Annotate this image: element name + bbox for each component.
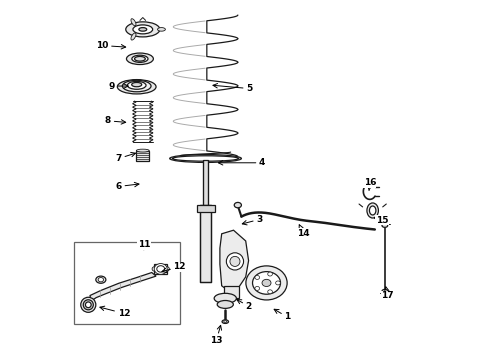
Text: 16: 16 <box>364 178 376 190</box>
Ellipse shape <box>126 53 153 64</box>
Ellipse shape <box>132 55 148 62</box>
Ellipse shape <box>117 80 156 94</box>
Polygon shape <box>220 230 248 291</box>
Ellipse shape <box>382 289 388 293</box>
Text: 12: 12 <box>162 262 186 273</box>
Bar <box>203 160 208 209</box>
Ellipse shape <box>126 22 160 37</box>
Text: 1: 1 <box>274 309 291 321</box>
Ellipse shape <box>98 278 103 282</box>
Ellipse shape <box>139 28 147 31</box>
Bar <box>154 264 167 274</box>
Ellipse shape <box>367 203 378 218</box>
Ellipse shape <box>83 300 93 310</box>
Text: 5: 5 <box>213 84 252 93</box>
Ellipse shape <box>214 293 236 303</box>
Ellipse shape <box>132 82 142 87</box>
Text: 11: 11 <box>138 240 150 249</box>
Polygon shape <box>224 286 239 298</box>
Ellipse shape <box>230 256 240 266</box>
Ellipse shape <box>136 149 149 152</box>
Text: 2: 2 <box>237 300 252 311</box>
Ellipse shape <box>268 272 272 276</box>
Text: 12: 12 <box>100 306 130 318</box>
Text: 14: 14 <box>297 225 309 238</box>
Text: 10: 10 <box>96 41 125 50</box>
Ellipse shape <box>382 224 388 227</box>
Ellipse shape <box>234 202 242 208</box>
Bar <box>136 150 149 161</box>
Text: 4: 4 <box>219 158 266 167</box>
Bar <box>200 205 211 282</box>
Ellipse shape <box>276 281 280 285</box>
Ellipse shape <box>157 28 166 31</box>
Ellipse shape <box>135 57 146 61</box>
Bar <box>74 242 180 324</box>
Ellipse shape <box>122 80 151 92</box>
Text: 6: 6 <box>116 182 139 191</box>
Text: 3: 3 <box>242 215 263 225</box>
Ellipse shape <box>165 267 170 271</box>
Ellipse shape <box>268 290 272 294</box>
Ellipse shape <box>81 297 96 312</box>
Text: 9: 9 <box>108 82 128 91</box>
Ellipse shape <box>224 321 227 323</box>
Polygon shape <box>90 273 156 301</box>
Ellipse shape <box>226 253 244 270</box>
Ellipse shape <box>246 266 287 300</box>
Ellipse shape <box>255 287 260 291</box>
Ellipse shape <box>133 25 153 34</box>
Ellipse shape <box>222 320 228 323</box>
Ellipse shape <box>96 276 106 283</box>
Text: 15: 15 <box>374 216 388 225</box>
Ellipse shape <box>217 301 233 309</box>
Ellipse shape <box>262 279 271 287</box>
Ellipse shape <box>154 264 167 274</box>
Ellipse shape <box>85 302 91 308</box>
Ellipse shape <box>157 266 165 272</box>
Ellipse shape <box>172 156 239 161</box>
Ellipse shape <box>255 275 260 279</box>
Ellipse shape <box>369 206 376 215</box>
Ellipse shape <box>152 267 156 271</box>
Text: 8: 8 <box>105 116 125 125</box>
Text: 17: 17 <box>381 287 394 300</box>
Ellipse shape <box>131 19 136 26</box>
Text: 13: 13 <box>210 325 222 345</box>
Text: 7: 7 <box>116 152 136 163</box>
Ellipse shape <box>252 272 280 294</box>
Ellipse shape <box>170 154 242 162</box>
Ellipse shape <box>131 33 136 40</box>
Ellipse shape <box>127 81 146 89</box>
Bar <box>196 205 215 212</box>
